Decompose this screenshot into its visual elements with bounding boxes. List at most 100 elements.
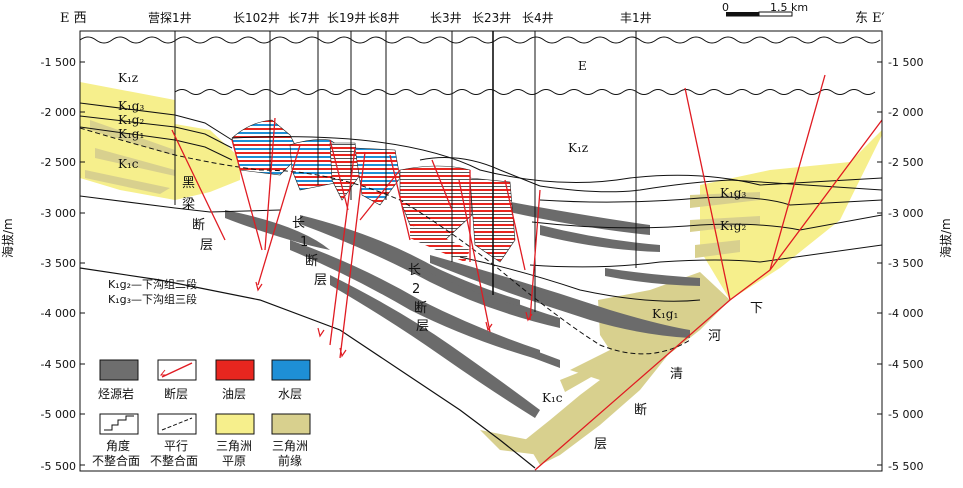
fault-line bbox=[684, 87, 731, 301]
fault-labels: 黑 梁 断 层 长 1 断 层 长 2 断 层 下 河 清 断 层 bbox=[182, 176, 763, 452]
y-tick-label: -4 000 bbox=[888, 307, 923, 320]
angular-unconformity-top bbox=[80, 36, 881, 44]
legend-label: 不整合面 bbox=[92, 453, 140, 468]
scale-bar: 0 1.5 km bbox=[722, 1, 808, 17]
unit-K1c-bottom: K₁c bbox=[542, 391, 563, 405]
y-tick-label: -4 500 bbox=[888, 358, 923, 371]
well-name: 长4井 bbox=[522, 11, 554, 25]
scale-length: 1.5 km bbox=[770, 1, 808, 14]
delta-front-right bbox=[525, 272, 730, 465]
fault-line bbox=[339, 151, 366, 359]
angular-unconformity-mid bbox=[174, 89, 876, 95]
well-name: 长8井 bbox=[368, 11, 400, 25]
fault-char: 层 bbox=[200, 238, 213, 253]
y-tick-label: -2 000 bbox=[888, 106, 923, 119]
y-tick-label: -2 500 bbox=[41, 156, 76, 169]
unit-K1g1-center: K₁g₁ bbox=[652, 307, 678, 321]
fault-char: 断 bbox=[192, 218, 205, 233]
fault-line bbox=[329, 147, 356, 346]
legend-label: 水层 bbox=[278, 387, 302, 401]
y-tick-label: -3 000 bbox=[41, 207, 76, 220]
formation-boundaries bbox=[80, 102, 882, 302]
y-tick-label: -4 000 bbox=[41, 307, 76, 320]
y-tick-label: -3 500 bbox=[41, 257, 76, 270]
fault-char: 清 bbox=[670, 367, 683, 382]
delta-front-left-wisps bbox=[85, 120, 175, 194]
legend-label: 前缘 bbox=[278, 453, 302, 468]
well-name: 长3井 bbox=[430, 11, 462, 25]
fault-char: 2 bbox=[412, 282, 420, 297]
well-labels: 营探1井 长102井 长7井 长19井 长8井 长3井 长23井 长4井 丰1井 bbox=[148, 11, 652, 25]
fault-char: 层 bbox=[594, 437, 607, 452]
legend-label: 三角洲 bbox=[216, 439, 252, 453]
unit-K1g1-left: K₁g₁ bbox=[118, 127, 144, 141]
legend-label: 三角洲 bbox=[272, 439, 308, 453]
fault-char: 层 bbox=[416, 319, 429, 334]
y-tick-label: -3 500 bbox=[888, 257, 923, 270]
notes: K₁g₂—下沟组二段 K₁g₃—下沟组三段 bbox=[108, 277, 197, 306]
fault-char: 下 bbox=[750, 301, 763, 316]
fault-line bbox=[458, 179, 491, 333]
angular-unconformity-swatch bbox=[99, 413, 139, 435]
unit-K1g3-left: K₁g₃ bbox=[118, 99, 144, 113]
unit-K1c-left: K₁c bbox=[118, 157, 139, 171]
y-axis-left: -1 500 -2 000 -2 500 -3 000 -3 500 -4 00… bbox=[41, 56, 76, 473]
fault-line bbox=[264, 117, 276, 251]
y-tick-label: -1 500 bbox=[888, 56, 923, 69]
fault-char: 长 bbox=[292, 216, 305, 231]
fault-line bbox=[389, 154, 411, 241]
fault-line bbox=[769, 74, 826, 271]
y-tick-label: -2 500 bbox=[888, 156, 923, 169]
y-tick-label: -5 000 bbox=[888, 408, 923, 421]
y-tick-label: -2 000 bbox=[41, 106, 76, 119]
well-name: 长7井 bbox=[288, 11, 320, 25]
fault-line bbox=[231, 139, 263, 251]
legend-label: 断层 bbox=[164, 386, 188, 401]
oil-layer-swatch bbox=[215, 359, 255, 381]
unit-K1g3-right: K₁g₃ bbox=[720, 186, 746, 200]
fault-line bbox=[431, 159, 453, 211]
unit-E: E bbox=[578, 59, 587, 73]
well-name: 长23井 bbox=[472, 11, 511, 25]
unit-K1g2-left: K₁g₂ bbox=[118, 113, 144, 127]
water-layer-swatch bbox=[271, 359, 311, 381]
fault-char: 层 bbox=[314, 273, 327, 288]
fault-line bbox=[359, 169, 401, 221]
well-name: 营探1井 bbox=[148, 11, 192, 25]
fault-char: 长 bbox=[408, 263, 421, 278]
fault-xiaqinghe bbox=[534, 119, 883, 471]
legend-label: 烃源岩 bbox=[98, 386, 134, 401]
basement-line bbox=[80, 267, 536, 469]
parallel-unconformity-swatch bbox=[157, 413, 197, 435]
legend: 烃源岩 断层 油层 水层 角度 不整合面 平行 不整合面 三角洲 平原 三角洲 … bbox=[92, 359, 311, 468]
delta-plain-left bbox=[80, 82, 240, 200]
y-tick-label: -5 000 bbox=[41, 408, 76, 421]
legend-label: 不整合面 bbox=[150, 453, 198, 468]
y-tick-label: -3 000 bbox=[888, 207, 923, 220]
source-rock-bands bbox=[225, 200, 700, 418]
fault-char: 河 bbox=[708, 329, 721, 344]
y-tick-label: -5 500 bbox=[888, 460, 923, 473]
reservoir-chang102 bbox=[231, 119, 301, 176]
unit-labels: E K₁z K₁z K₁g₃ K₁g₂ K₁g₁ K₁c K₁g₃ K₁g₂ K… bbox=[118, 59, 746, 405]
y-axis-right: -1 500 -2 000 -2 500 -3 000 -3 500 -4 00… bbox=[888, 56, 923, 473]
unit-K1z-center: K₁z bbox=[568, 141, 588, 155]
well-name: 长102井 bbox=[233, 11, 280, 25]
fault-char: 1 bbox=[300, 235, 308, 250]
note-line: K₁g₃—下沟组三段 bbox=[108, 292, 197, 306]
unit-K1z-left: K₁z bbox=[118, 71, 138, 85]
y-axis-title-left: 海拔/m bbox=[0, 218, 15, 258]
well-name: 长19井 bbox=[327, 11, 366, 25]
fault-line bbox=[329, 139, 349, 211]
wells bbox=[174, 31, 637, 312]
note-line: K₁g₂—下沟组二段 bbox=[108, 277, 197, 291]
fault-chang1 bbox=[257, 144, 301, 286]
delta-plain-right bbox=[700, 130, 882, 300]
y-ticks bbox=[80, 61, 882, 466]
y-tick-label: -4 500 bbox=[41, 358, 76, 371]
y-tick-label: -5 500 bbox=[41, 460, 76, 473]
legend-label: 平行 bbox=[164, 439, 188, 453]
reservoir-lower bbox=[410, 225, 470, 262]
